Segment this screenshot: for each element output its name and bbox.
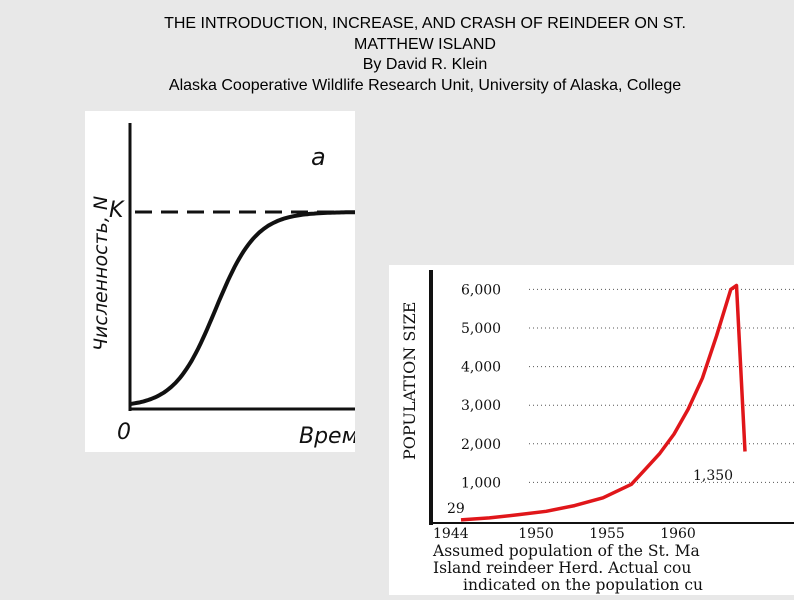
logistic-curve xyxy=(129,210,355,407)
x-tick-label: 1950 xyxy=(518,526,554,542)
k-label: K xyxy=(109,198,125,223)
y-gridlines xyxy=(529,288,794,483)
x-tick-labels: 1944 1950 1955 1960 xyxy=(433,526,696,542)
y-tick-label: 5,000 xyxy=(461,321,501,337)
reindeer-population-figure: POPULATION SIZE 1,000 2,000 3,000 4,000 5,00… xyxy=(389,265,794,595)
title-line-1: THE INTRODUCTION, INCREASE, AND CRASH OF… xyxy=(164,15,686,32)
slide-header: THE INTRODUCTION, INCREASE, AND CRASH OF… xyxy=(0,14,794,96)
byline: By David R. Klein xyxy=(362,56,488,73)
y-tick-label: 6,000 xyxy=(461,282,501,298)
x-axis-label: Врем xyxy=(299,424,355,449)
y-tick-label: 4,000 xyxy=(461,360,501,376)
affiliation: Alaska Cooperative Wildlife Research Uni… xyxy=(168,76,682,94)
logistic-chart-svg: Численность, N K a 0 Врем xyxy=(90,123,358,449)
x-tick-label: 1944 xyxy=(433,526,469,542)
title-line-2: MATTHEW ISLAND xyxy=(354,35,496,53)
y-tick-labels: 1,000 2,000 3,000 4,000 5,000 6,000 xyxy=(461,282,501,491)
panel-label-a: a xyxy=(311,143,326,171)
caption-line-3: indicated on the population cu xyxy=(463,576,703,594)
y-axis-title: POPULATION SIZE xyxy=(400,302,419,460)
caption-line-1: Assumed population of the St. Ma xyxy=(432,542,700,560)
caption-line-2: Island reindeer Herd. Actual cou xyxy=(433,559,691,577)
reindeer-chart-svg: POPULATION SIZE 1,000 2,000 3,000 4,000 5,00… xyxy=(400,270,794,594)
x-tick-label: 1960 xyxy=(660,526,696,542)
origin-label: 0 xyxy=(117,420,131,445)
logistic-growth-figure: Численность, N K a 0 Врем xyxy=(85,111,358,452)
y-tick-label: 3,000 xyxy=(461,398,501,414)
annotation-29: 29 xyxy=(447,501,465,517)
population-curve xyxy=(460,283,747,522)
y-tick-label: 1,000 xyxy=(461,475,501,491)
y-axis-label: Численность, N xyxy=(90,196,112,351)
annotation-1350: 1,350 xyxy=(693,468,733,484)
y-tick-label: 2,000 xyxy=(461,437,501,453)
x-tick-label: 1955 xyxy=(589,526,625,542)
